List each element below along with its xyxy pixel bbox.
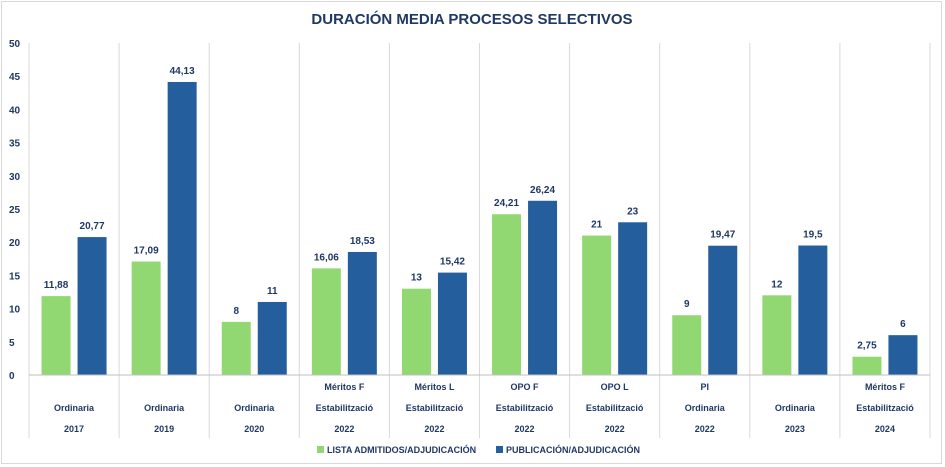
data-label: 21 xyxy=(591,220,603,231)
data-label: 17,09 xyxy=(134,246,159,257)
data-label: 44,13 xyxy=(170,66,195,77)
category-label: 2023 xyxy=(785,424,805,434)
category-label: Ordinaria xyxy=(54,403,95,413)
category-label: 2019 xyxy=(154,424,174,434)
bar-publicacion xyxy=(437,272,467,375)
category-label: Estabilització xyxy=(316,403,374,413)
data-label: 23 xyxy=(627,206,639,217)
category-label: Méritos L xyxy=(414,382,455,392)
bar-lista-admitidos xyxy=(311,268,341,375)
y-tick-label: 45 xyxy=(9,72,21,83)
data-label: 15,42 xyxy=(440,257,465,268)
data-label: 6 xyxy=(900,319,906,330)
y-tick-label: 25 xyxy=(9,205,21,216)
data-label: 16,06 xyxy=(314,252,339,263)
bar-publicacion xyxy=(618,222,648,375)
category-label: Méritos F xyxy=(865,382,906,392)
bar-publicacion xyxy=(257,301,287,375)
category-label: Méritos F xyxy=(324,382,365,392)
category-label: Ordinaria xyxy=(685,403,726,413)
legend-swatch xyxy=(496,446,503,453)
y-tick-label: 5 xyxy=(9,338,15,349)
bar-lista-admitidos xyxy=(221,321,251,375)
category-label: 2017 xyxy=(64,424,84,434)
y-tick-label: 0 xyxy=(9,371,15,382)
bar-lista-admitidos xyxy=(492,214,522,375)
bar-publicacion xyxy=(167,81,197,375)
bar-publicacion xyxy=(888,335,918,375)
data-label: 13 xyxy=(411,273,423,284)
bar-lista-admitidos xyxy=(852,356,882,375)
y-tick-label: 15 xyxy=(9,271,21,282)
category-label: Estabilització xyxy=(406,403,464,413)
chart-title: DURACIÓN MEDIA PROCESOS SELECTIVOS xyxy=(311,10,632,28)
category-label: 2020 xyxy=(244,424,264,434)
category-label: 2022 xyxy=(515,424,535,434)
bar-lista-admitidos xyxy=(672,315,702,375)
bar-publicacion xyxy=(798,245,828,375)
y-tick-label: 30 xyxy=(9,172,21,183)
category-label: Ordinaria xyxy=(234,403,275,413)
y-tick-label: 10 xyxy=(9,305,21,316)
legend-label: PUBLICACIÓN/ADJUDICACIÓN xyxy=(506,444,640,455)
category-label: OPO F xyxy=(511,382,540,392)
bar-lista-admitidos xyxy=(762,295,792,375)
bar-lista-admitidos xyxy=(41,296,71,375)
y-tick-label: 40 xyxy=(9,105,21,116)
data-label: 24,21 xyxy=(494,198,519,209)
category-label: Estabilització xyxy=(496,403,554,413)
category-label: 2022 xyxy=(424,424,444,434)
data-label: 19,5 xyxy=(803,230,823,241)
category-label: 2022 xyxy=(605,424,625,434)
bar-publicacion xyxy=(708,245,738,375)
data-label: 20,77 xyxy=(80,221,105,232)
bar-lista-admitidos xyxy=(131,261,161,375)
data-label: 8 xyxy=(233,306,239,317)
legend-label: LISTA ADMITIDOS/ADJUDICACIÓN xyxy=(327,444,476,455)
category-label: OPO L xyxy=(601,382,630,392)
data-label: 19,47 xyxy=(710,230,735,241)
category-label: Estabilització xyxy=(856,403,914,413)
category-label: Ordinaria xyxy=(775,403,816,413)
bar-publicacion xyxy=(347,251,377,375)
y-tick-label: 35 xyxy=(9,139,21,150)
bar-lista-admitidos xyxy=(582,235,612,375)
data-label: 11,88 xyxy=(44,280,69,291)
category-label: PI xyxy=(700,382,709,392)
data-label: 12 xyxy=(771,279,783,290)
category-label: 2022 xyxy=(334,424,354,434)
data-label: 9 xyxy=(684,299,690,310)
legend-swatch xyxy=(317,446,324,453)
y-tick-label: 50 xyxy=(9,39,21,50)
data-label: 11 xyxy=(267,286,278,297)
bar-publicacion xyxy=(77,237,107,375)
data-label: 26,24 xyxy=(530,185,555,196)
bar-lista-admitidos xyxy=(401,288,431,375)
category-label: Ordinaria xyxy=(144,403,185,413)
category-label: 2022 xyxy=(695,424,715,434)
category-label: Estabilització xyxy=(586,403,644,413)
bar-publicacion xyxy=(528,200,558,375)
data-label: 2,75 xyxy=(857,341,877,352)
category-label: 2024 xyxy=(875,424,895,434)
data-label: 18,53 xyxy=(350,236,375,247)
y-tick-label: 20 xyxy=(9,238,21,249)
